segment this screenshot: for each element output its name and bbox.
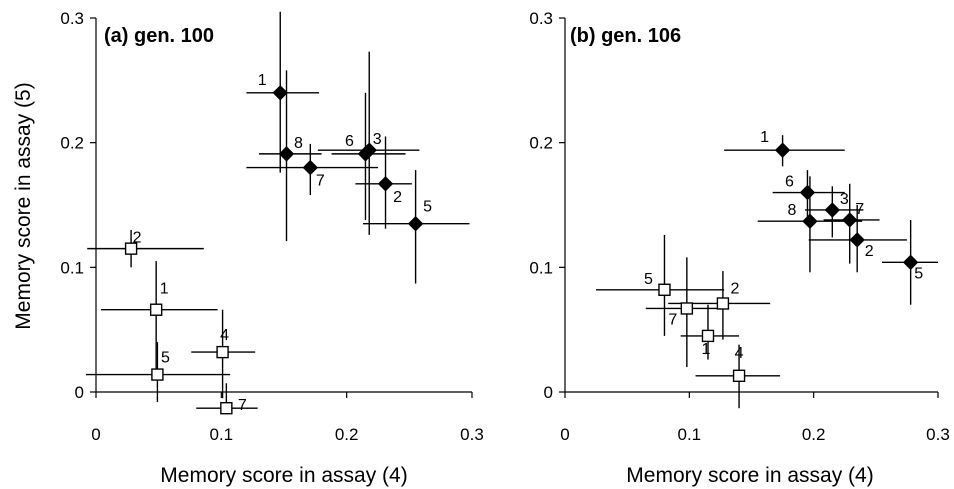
point-label: 5 — [161, 350, 170, 367]
point-label: 2 — [865, 243, 874, 260]
point-label: 5 — [644, 271, 653, 288]
point-label: 3 — [373, 131, 382, 148]
x-tick-label: 0.2 — [335, 425, 359, 444]
data-point-diamond — [407, 215, 424, 232]
point-label: 1 — [160, 281, 169, 298]
point-label: 5 — [423, 199, 432, 216]
point-label: 6 — [785, 174, 794, 191]
y-tick-label: 0.2 — [529, 134, 553, 153]
y-tick-label: 0.1 — [529, 258, 553, 277]
data-point-square — [680, 302, 694, 315]
x-tick-label: 0.3 — [926, 425, 950, 444]
data-point-diamond — [799, 184, 816, 201]
y-tick-label: 0.1 — [60, 258, 84, 277]
x-tick-label: 0 — [560, 425, 569, 444]
point-label: 1 — [702, 341, 711, 358]
data-point-square — [216, 345, 229, 359]
point-label: 6 — [345, 133, 354, 150]
point-label: 8 — [294, 135, 303, 152]
point-label: 7 — [316, 173, 325, 190]
panel-a-title: (a) gen. 100 — [104, 25, 214, 47]
data-point-diamond — [278, 146, 295, 162]
y-tick-label: 0.2 — [60, 134, 84, 153]
point-label: 2 — [730, 280, 739, 297]
data-point-square — [151, 368, 164, 381]
panel-a-y-axis-label: Memory score in assay (5) — [12, 82, 35, 329]
point-label: 2 — [393, 189, 402, 206]
data-point-square — [701, 329, 715, 343]
data-point-diamond — [361, 142, 377, 158]
point-label: 1 — [760, 129, 769, 146]
x-tick-label: 0 — [91, 425, 100, 444]
data-point-square — [220, 402, 233, 415]
data-point-diamond — [302, 159, 319, 176]
x-tick-label: 0.1 — [678, 425, 702, 444]
data-point-square — [149, 303, 163, 316]
y-tick-label: 0.3 — [60, 9, 84, 28]
data-point-diamond — [902, 254, 919, 271]
data-point-square — [124, 242, 138, 255]
data-point-diamond — [774, 142, 791, 158]
data-point-square — [732, 369, 746, 382]
panel-b: (b) gen. 106 Memory score in assay (4) 0… — [529, 9, 949, 487]
data-point-square — [716, 297, 730, 310]
x-tick-label: 0.2 — [802, 425, 826, 444]
panel-a: (a) gen. 100 Memory score in assay (4) M… — [12, 9, 484, 487]
point-label: 7 — [668, 311, 677, 328]
point-label: 1 — [258, 72, 267, 89]
data-point-diamond — [272, 85, 288, 101]
x-tick-label: 0.1 — [210, 425, 234, 444]
data-point-diamond — [842, 212, 858, 228]
panel-b-x-axis-label: Memory score in assay (4) — [626, 464, 873, 487]
point-label: 2 — [133, 230, 142, 247]
panel-b-title: (b) gen. 106 — [570, 25, 681, 47]
data-point-diamond — [849, 232, 865, 248]
point-label: 4 — [735, 345, 744, 362]
panel-a-x-axis-label: Memory score in assay (4) — [160, 464, 407, 487]
point-label: 7 — [238, 397, 247, 414]
x-tick-label: 0.3 — [460, 425, 484, 444]
data-point-square — [658, 283, 671, 296]
point-label: 8 — [787, 202, 796, 219]
data-point-diamond — [802, 213, 818, 229]
y-tick-label: 0.3 — [529, 9, 553, 28]
y-tick-label: 0 — [75, 383, 84, 402]
point-label: 5 — [914, 265, 923, 282]
point-label: 4 — [220, 327, 229, 344]
y-tick-label: 0 — [544, 383, 553, 402]
point-label: 7 — [855, 201, 864, 218]
data-point-diamond — [824, 202, 841, 218]
data-point-diamond — [377, 176, 394, 192]
point-label: 3 — [840, 191, 849, 208]
